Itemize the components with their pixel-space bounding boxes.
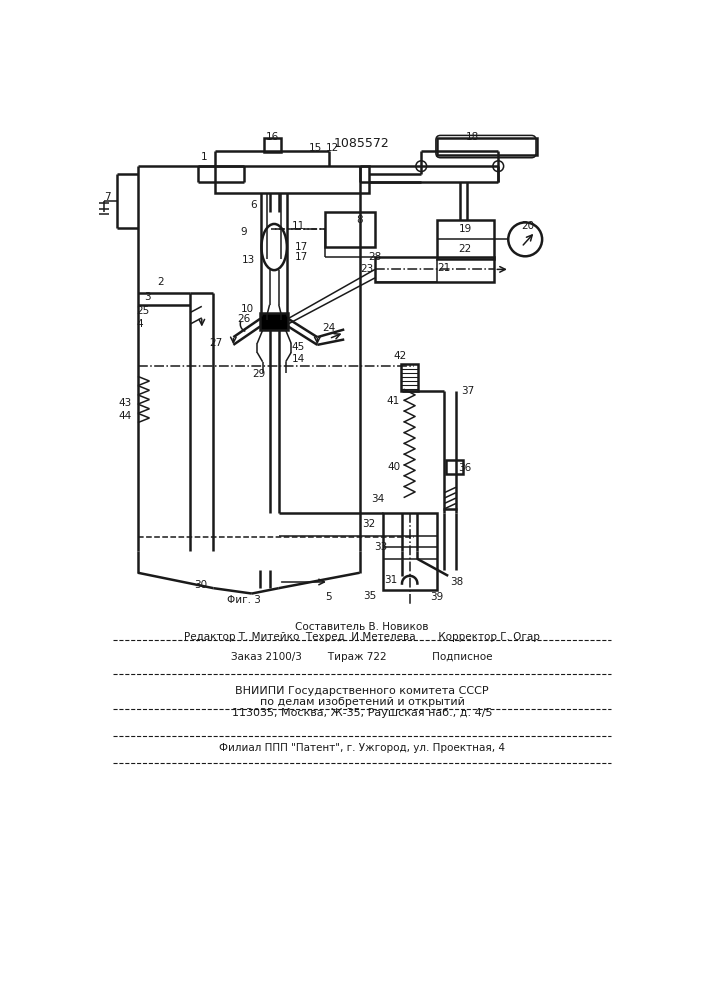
Text: 16: 16 <box>266 132 279 142</box>
Bar <box>264 138 281 152</box>
Text: 13: 13 <box>241 255 255 265</box>
Text: 45: 45 <box>291 342 305 352</box>
Text: 6: 6 <box>250 200 257 210</box>
Text: 2: 2 <box>158 277 164 287</box>
Text: 17: 17 <box>296 252 308 262</box>
Text: 7: 7 <box>104 192 110 202</box>
Bar <box>325 212 375 247</box>
Text: 11: 11 <box>291 221 305 231</box>
Bar <box>260 313 288 330</box>
Text: 17: 17 <box>296 242 308 252</box>
Text: ВНИИПИ Государственного комитета СССР: ВНИИПИ Государственного комитета СССР <box>235 686 489 696</box>
Text: 23: 23 <box>361 264 374 274</box>
Bar <box>437 220 494 259</box>
Text: 43: 43 <box>118 398 132 408</box>
Text: 29: 29 <box>252 369 265 379</box>
Text: 30: 30 <box>194 580 207 590</box>
Text: 3: 3 <box>144 292 151 302</box>
Text: 22: 22 <box>459 244 472 254</box>
Text: 44: 44 <box>118 411 132 421</box>
Text: 10: 10 <box>240 304 254 314</box>
Text: 8: 8 <box>356 215 363 225</box>
Text: 39: 39 <box>430 592 443 602</box>
Text: 15: 15 <box>309 143 322 153</box>
Bar <box>382 513 437 590</box>
Bar <box>437 138 537 155</box>
Text: по делам изобретений и открытий: по делам изобретений и открытий <box>259 697 464 707</box>
Bar <box>402 364 418 391</box>
Text: 31: 31 <box>384 575 397 585</box>
Text: 21: 21 <box>438 263 451 273</box>
Text: 40: 40 <box>387 462 401 472</box>
Text: Редактор Т. Митейко  Техред  И.Метелева       Корректор Г. Огар: Редактор Т. Митейко Техред И.Метелева Ко… <box>184 632 540 642</box>
Text: 28: 28 <box>368 252 382 262</box>
Text: Филиал ППП "Патент", г. Ужгород, ул. Проектная, 4: Филиал ППП "Патент", г. Ужгород, ул. Про… <box>219 743 505 753</box>
Text: 27: 27 <box>209 338 222 348</box>
Text: 14: 14 <box>291 354 305 364</box>
Text: 37: 37 <box>461 386 474 396</box>
Text: 4: 4 <box>137 319 144 329</box>
Text: 42: 42 <box>394 351 407 361</box>
Text: 5: 5 <box>325 592 332 602</box>
Text: 38: 38 <box>450 577 463 587</box>
Text: 1: 1 <box>201 152 207 162</box>
Text: 41: 41 <box>386 396 399 406</box>
Text: 34: 34 <box>370 494 384 504</box>
Text: 12: 12 <box>326 143 339 153</box>
Text: 20: 20 <box>521 221 534 231</box>
Text: 33: 33 <box>375 542 388 552</box>
Text: Φиг. 3: Φиг. 3 <box>227 595 261 605</box>
Text: 19: 19 <box>459 224 472 234</box>
Ellipse shape <box>262 224 287 270</box>
Text: Составитель В. Новиков: Составитель В. Новиков <box>296 622 428 632</box>
Text: Заказ 2100/3        Тираж 722              Подписное: Заказ 2100/3 Тираж 722 Подписное <box>231 652 493 662</box>
Bar <box>375 257 494 282</box>
Text: 9: 9 <box>240 227 247 237</box>
Text: 26: 26 <box>238 314 251 324</box>
Text: 32: 32 <box>362 519 375 529</box>
Text: 25: 25 <box>136 306 149 316</box>
Bar <box>215 166 369 193</box>
Text: 35: 35 <box>363 591 376 601</box>
Bar <box>446 460 463 474</box>
Text: 113035, Москва, Ж-35, Раушская наб., д. 4/5: 113035, Москва, Ж-35, Раушская наб., д. … <box>232 708 492 718</box>
Text: 24: 24 <box>322 323 335 333</box>
Text: 1085572: 1085572 <box>334 137 390 150</box>
Text: 36: 36 <box>459 463 472 473</box>
Text: 18: 18 <box>465 132 479 142</box>
